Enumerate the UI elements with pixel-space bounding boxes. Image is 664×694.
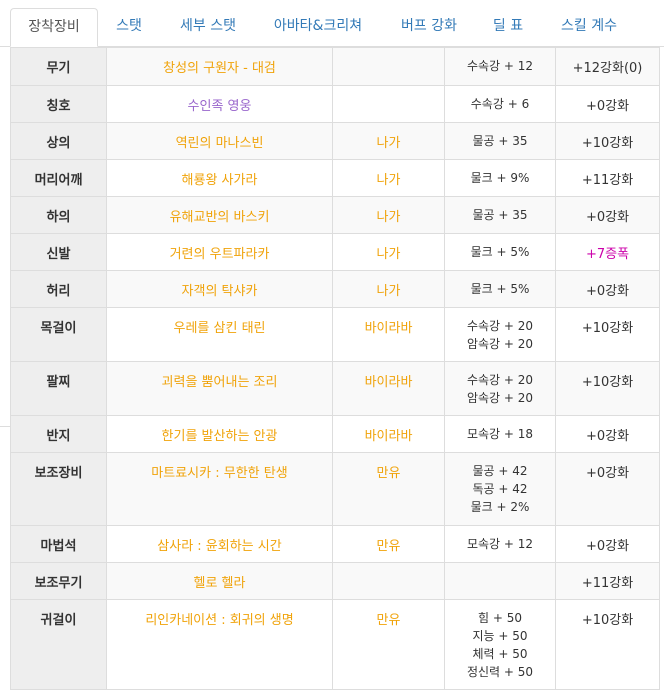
table-row: 하의 유해교반의 바스키 나가 물공 + 35 +0강화 [10, 196, 660, 234]
item-name[interactable]: 삼사라 : 윤회하는 시간 [106, 525, 333, 563]
enhance-level: +10강화 [555, 122, 660, 160]
tab-detailed-stats[interactable]: 세부 스탯 [180, 18, 236, 34]
equipment-table: 무기 창성의 구원자 - 대검 수속강 + 12 +12강화(0) 칭호 수인족… [10, 47, 660, 690]
item-name[interactable]: 창성의 구원자 - 대검 [106, 47, 333, 86]
item-name[interactable]: 해룡왕 사가라 [106, 159, 333, 197]
table-row: 보조장비 마트료시카 : 무한한 탄생 만유 물공 + 42 독공 + 42 물크 … [10, 452, 660, 526]
item-source [332, 47, 445, 86]
table-row: 마법석 삼사라 : 윤회하는 시간 만유 모속강 + 12 +0강화 [10, 525, 660, 563]
item-source: 나가 [332, 196, 445, 234]
divider-line [0, 426, 10, 427]
item-source: 나가 [332, 233, 445, 271]
item-source: 바이라바 [332, 415, 445, 453]
enhance-level: +12강화(0) [555, 47, 660, 86]
tab-bar: 장착장비 스탯 세부 스탯 아바타&크리쳐 버프 강화 딜 표 스킬 계수 [0, 0, 664, 47]
item-stats [444, 562, 556, 600]
enhance-level: +10강화 [555, 599, 660, 690]
item-name[interactable]: 우레를 삼킨 태린 [106, 307, 333, 362]
enhance-level: +0강화 [555, 525, 660, 563]
item-name[interactable]: 마트료시카 : 무한한 탄생 [106, 452, 333, 526]
item-stats: 물공 + 35 [444, 196, 556, 234]
enhance-level: +0강화 [555, 85, 660, 123]
item-name[interactable]: 역린의 마나스빈 [106, 122, 333, 160]
enhance-level: +0강화 [555, 270, 660, 308]
item-stats: 수속강 + 20 암속강 + 20 [444, 361, 556, 416]
item-source: 만유 [332, 599, 445, 690]
item-name[interactable]: 괴력을 뿜어내는 조리 [106, 361, 333, 416]
slot-label: 마법석 [10, 525, 107, 563]
item-source: 나가 [332, 270, 445, 308]
item-stats: 수속강 + 20 암속강 + 20 [444, 307, 556, 362]
tab-equipment[interactable]: 장착장비 [10, 8, 98, 47]
enhance-level: +0강화 [555, 196, 660, 234]
item-stats: 물공 + 35 [444, 122, 556, 160]
table-row: 허리 자객의 탁샤카 나가 물크 + 5% +0강화 [10, 270, 660, 308]
slot-label: 보조무기 [10, 562, 107, 600]
item-stats: 물크 + 5% [444, 270, 556, 308]
item-name[interactable]: 유해교반의 바스키 [106, 196, 333, 234]
table-row: 무기 창성의 구원자 - 대검 수속강 + 12 +12강화(0) [10, 47, 660, 86]
table-row: 머리어깨 해룡왕 사가라 나가 물크 + 9% +11강화 [10, 159, 660, 197]
slot-label: 허리 [10, 270, 107, 308]
slot-label: 무기 [10, 47, 107, 86]
tab-stats[interactable]: 스탯 [116, 18, 142, 34]
table-row: 칭호 수인족 영웅 수속강 + 6 +0강화 [10, 85, 660, 123]
tab-avatar-creature[interactable]: 아바타&크리쳐 [273, 18, 363, 34]
item-source: 만유 [332, 452, 445, 526]
item-source: 나가 [332, 159, 445, 197]
tab-buff-enhance[interactable]: 버프 강화 [401, 18, 457, 34]
table-row: 반지 한기를 발산하는 안광 바이라바 모속강 + 18 +0강화 [10, 415, 660, 453]
tab-skill-coefficient[interactable]: 스킬 계수 [561, 18, 617, 34]
item-source [332, 562, 445, 600]
item-source: 나가 [332, 122, 445, 160]
item-name[interactable]: 수인족 영웅 [106, 85, 333, 123]
item-name[interactable]: 헬로 헬라 [106, 562, 333, 600]
item-source [332, 85, 445, 123]
enhance-level: +11강화 [555, 562, 660, 600]
item-name[interactable]: 리인카네이션 : 회귀의 생명 [106, 599, 333, 690]
slot-label: 하의 [10, 196, 107, 234]
item-name[interactable]: 자객의 탁샤카 [106, 270, 333, 308]
slot-label: 팔찌 [10, 361, 107, 416]
table-row: 팔찌 괴력을 뿜어내는 조리 바이라바 수속강 + 20 암속강 + 20 +10… [10, 361, 660, 416]
item-source: 만유 [332, 525, 445, 563]
item-name[interactable]: 거련의 우트파라카 [106, 233, 333, 271]
item-stats: 물크 + 9% [444, 159, 556, 197]
enhance-level: +10강화 [555, 361, 660, 416]
slot-label: 귀걸이 [10, 599, 107, 690]
enhance-level: +0강화 [555, 452, 660, 526]
item-stats: 힘 + 50 지능 + 50 체력 + 50 정신력 + 50 [444, 599, 556, 690]
item-stats: 물공 + 42 독공 + 42 물크 + 2% [444, 452, 556, 526]
item-source: 바이라바 [332, 307, 445, 362]
amplify-level: +7증폭 [555, 233, 660, 271]
tab-damage-table[interactable]: 딜 표 [492, 18, 524, 34]
slot-label: 목걸이 [10, 307, 107, 362]
slot-label: 보조장비 [10, 452, 107, 526]
item-source: 바이라바 [332, 361, 445, 416]
item-stats: 수속강 + 12 [444, 47, 556, 86]
enhance-level: +10강화 [555, 307, 660, 362]
table-row: 신발 거련의 우트파라카 나가 물크 + 5% +7증폭 [10, 233, 660, 271]
table-row: 귀걸이 리인카네이션 : 회귀의 생명 만유 힘 + 50 지능 + 50 체력 +… [10, 599, 660, 690]
item-stats: 물크 + 5% [444, 233, 556, 271]
slot-label: 칭호 [10, 85, 107, 123]
item-name[interactable]: 한기를 발산하는 안광 [106, 415, 333, 453]
item-stats: 수속강 + 6 [444, 85, 556, 123]
item-stats: 모속강 + 12 [444, 525, 556, 563]
table-row: 목걸이 우레를 삼킨 태린 바이라바 수속강 + 20 암속강 + 20 +10강… [10, 307, 660, 362]
table-row: 상의 역린의 마나스빈 나가 물공 + 35 +10강화 [10, 122, 660, 160]
item-stats: 모속강 + 18 [444, 415, 556, 453]
slot-label: 반지 [10, 415, 107, 453]
slot-label: 상의 [10, 122, 107, 160]
slot-label: 머리어깨 [10, 159, 107, 197]
slot-label: 신발 [10, 233, 107, 271]
enhance-level: +0강화 [555, 415, 660, 453]
enhance-level: +11강화 [555, 159, 660, 197]
table-row: 보조무기 헬로 헬라 +11강화 [10, 562, 660, 600]
